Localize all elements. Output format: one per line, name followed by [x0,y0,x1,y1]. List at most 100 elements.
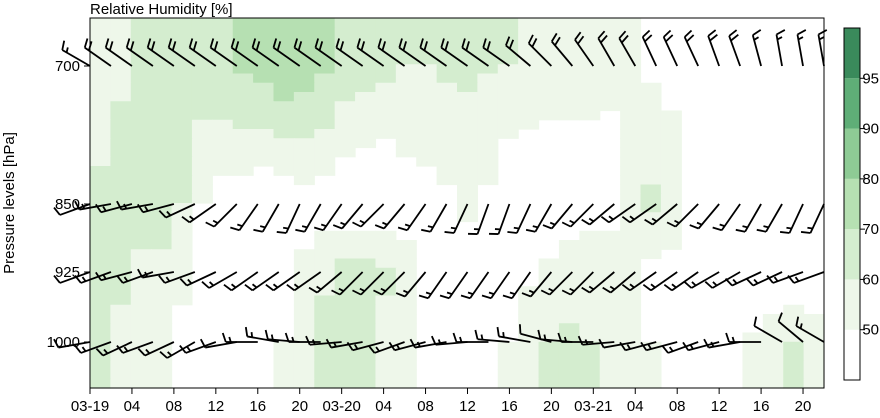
barb-feather [179,344,187,354]
rh-cell [579,64,601,75]
wind-barb [735,203,762,233]
barb-staff [641,36,658,67]
barb-half-feather [799,323,803,329]
colorbar-segment [844,78,860,129]
wind-barb [661,341,699,354]
barb-feather [373,289,383,296]
rh-cell [293,18,315,28]
rh-cell [620,82,642,93]
barb-half-feather [186,346,192,352]
barb-feather [704,281,713,289]
barb-feather [297,41,303,51]
rh-cell [783,351,805,361]
rh-cell [579,27,601,38]
barb-half-feather [404,223,411,227]
rh-cell [130,267,152,278]
rh-cell [558,360,580,371]
rh-cell [640,156,662,167]
barb-feather [642,283,652,292]
rh-cell [171,156,193,167]
rh-cell [151,166,173,176]
rh-cell [334,129,356,139]
barb-feather [346,341,354,351]
rh-cell [90,101,111,112]
barb-half-feather [359,287,365,292]
barb-half-feather [588,217,595,223]
rh-cell [212,82,234,93]
barb-staff [406,203,427,231]
barb-staff [330,341,363,349]
rh-cell [416,119,438,130]
barb-feather [644,34,653,43]
rh-cell [314,304,336,315]
barb-feather [598,338,605,348]
rh-cell [457,101,478,112]
rh-cell [253,27,275,38]
barb-feather [735,228,746,233]
wind-barb [461,38,489,67]
barb-half-feather [712,281,718,287]
rh-cell [273,36,295,47]
barb-feather [230,226,240,232]
rh-cell [497,45,519,56]
wind-barb [439,271,469,300]
rh-cell [151,295,173,306]
barb-staff [189,203,217,224]
rh-cell [90,55,111,65]
rh-cell [130,166,152,176]
barb-half-feather [144,206,149,212]
rh-cell [151,101,173,112]
rh-cell [660,166,682,176]
rh-cell [273,129,295,139]
wind-barb [308,271,343,294]
barb-feather [199,338,207,348]
rh-cell [130,101,152,112]
rh-cell [171,138,193,149]
rh-cell [191,55,213,65]
barb-feather [313,226,324,232]
barb-half-feather [651,217,658,223]
barb-staff [122,271,154,284]
barb-half-feather [763,225,769,229]
rh-cell [620,147,642,158]
rh-cell [395,36,417,47]
barb-feather [295,228,305,233]
rh-cell [191,193,213,204]
rh-cell [355,240,377,250]
rh-cell [151,249,173,260]
barb-feather [418,294,429,300]
rh-cell [334,101,356,112]
rh-cell [518,119,540,130]
barb-feather [577,35,585,45]
rh-cell [232,36,254,47]
rh-cell [640,82,662,93]
barb-feather [779,231,790,234]
barb-feather [150,41,156,51]
rh-cell [90,73,111,84]
barb-feather [574,31,582,41]
rh-cell [477,138,499,149]
rh-cell [293,314,315,324]
rh-cell [375,73,397,84]
rh-cell [232,129,254,139]
barb-feather [129,41,135,51]
barb-staff [377,46,406,67]
rh-cell [334,332,356,343]
rh-cell [395,101,417,112]
rh-cell [355,249,377,260]
rh-cell [130,92,152,102]
rh-cell [660,129,682,139]
rh-cell [232,73,254,84]
wind-barb [377,38,406,67]
colorbar-frame [843,27,861,381]
rh-cell [355,73,377,84]
rh-cell [314,277,336,287]
rh-cell [660,240,682,250]
rh-cell [293,323,315,334]
barb-feather [158,210,167,219]
barb-half-feather [320,223,327,227]
rh-cell [375,27,397,38]
barb-feather [244,283,254,292]
barb-feather [314,38,320,48]
rh-cell [620,332,642,343]
